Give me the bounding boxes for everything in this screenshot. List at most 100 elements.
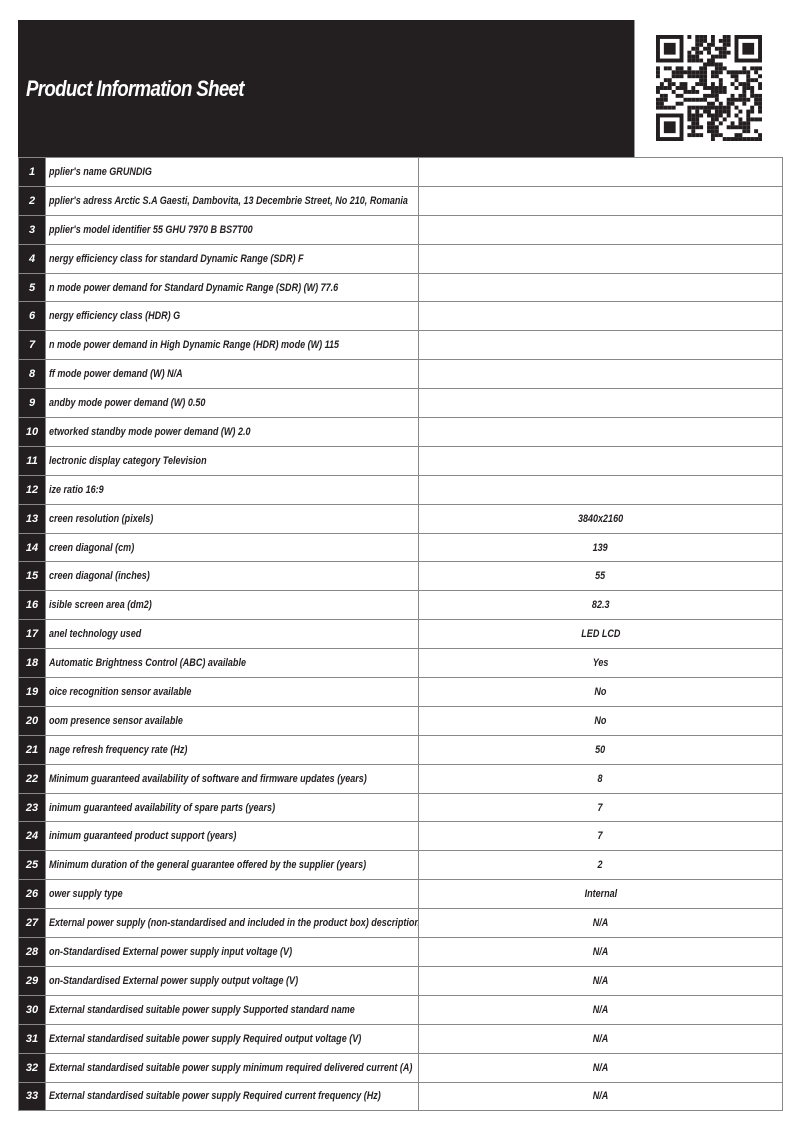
row-label-text: External standardised suitable power sup… [49, 1003, 355, 1016]
row-label: etworked standby mode power demand (W) 2… [45, 417, 419, 447]
row-number: 2 [18, 185, 46, 216]
row-number: 27 [18, 908, 46, 939]
table-row: 10 etworked standby mode power demand (W… [18, 417, 783, 447]
row-label-text: oom presence sensor available [49, 714, 183, 727]
row-label: External standardised suitable power sup… [45, 994, 419, 1025]
row-value [418, 388, 783, 419]
row-value-text: 55 [595, 570, 606, 583]
row-label-text: anel technology used [49, 628, 142, 641]
row-value [418, 445, 783, 476]
row-label: andby mode power demand (W) 0.50 [45, 388, 419, 419]
row-value-text: 50 [595, 743, 606, 756]
row-value-text: N/A [592, 1032, 609, 1045]
table-row: 15 creen diagonal (inches) 55 [18, 561, 783, 592]
row-value: Internal [418, 879, 783, 910]
info-table: 1 pplier's name GRUNDIG 2 pplier's adres… [18, 157, 783, 1112]
row-label: nergy efficiency class for standard Dyna… [45, 243, 419, 274]
row-value-text: N/A [592, 945, 609, 958]
row-label: anel technology used [45, 619, 419, 650]
row-number: 29 [18, 965, 46, 996]
row-label: Minimum guaranteed availability of softw… [45, 763, 419, 794]
row-label: isible screen area (dm2) [45, 590, 419, 621]
row-label: lectronic display category Television [45, 445, 419, 476]
row-label-text: External power supply (non-standardised … [49, 917, 419, 930]
table-row: 6 nergy efficiency class (HDR) G [18, 301, 783, 332]
row-label: nage refresh frequency rate (Hz) [45, 734, 419, 765]
row-value-text: N/A [592, 1003, 609, 1016]
table-row: 9 andby mode power demand (W) 0.50 [18, 388, 783, 419]
row-value: N/A [418, 937, 783, 967]
row-label: pplier's adress Arctic S.A Gaesti, Dambo… [45, 185, 419, 216]
row-value-text: 2 [597, 859, 604, 872]
row-label-text: External standardised suitable power sup… [49, 1032, 362, 1045]
row-value-text: 8 [597, 772, 604, 785]
row-label-text: ff mode power demand (W) N/A [49, 368, 183, 381]
row-value: Yes [418, 648, 783, 679]
row-label-text: pplier's model identifier 55 GHU 7970 B … [49, 223, 253, 236]
row-value: N/A [418, 908, 783, 939]
row-value-text: N/A [592, 917, 609, 930]
row-label-text: External standardised suitable power sup… [49, 1090, 381, 1103]
qr-code-icon [656, 35, 762, 141]
header: Product Information Sheet [18, 20, 783, 157]
row-number: 20 [18, 705, 46, 736]
table-row: 23 inimum guaranteed availability of spa… [18, 792, 783, 823]
row-label-text: inimum guaranteed product support (years… [49, 830, 237, 843]
table-row: 25 Minimum duration of the general guara… [18, 850, 783, 881]
table-row: 4 nergy efficiency class for standard Dy… [18, 243, 783, 274]
row-label: Minimum duration of the general guarante… [45, 850, 419, 881]
table-row: 13 creen resolution (pixels) 3840x2160 [18, 503, 783, 534]
table-row: 8 ff mode power demand (W) N/A [18, 359, 783, 390]
table-row: 7 n mode power demand in High Dynamic Ra… [18, 330, 783, 361]
row-number: 11 [18, 445, 46, 476]
table-row: 20 oom presence sensor available No [18, 705, 783, 736]
row-number: 6 [18, 301, 46, 332]
row-label-text: Automatic Brightness Control (ABC) avail… [49, 657, 246, 670]
row-value: No [418, 705, 783, 736]
table-row: 19 oice recognition sensor available No [18, 677, 783, 707]
row-label-text: lectronic display category Television [49, 454, 207, 467]
row-value: 55 [418, 561, 783, 592]
row-value: 2 [418, 850, 783, 881]
row-value [418, 359, 783, 390]
row-number: 16 [18, 590, 46, 621]
row-label: creen diagonal (inches) [45, 561, 419, 592]
row-value [418, 243, 783, 274]
row-label: pplier's model identifier 55 GHU 7970 B … [45, 214, 419, 245]
row-number: 3 [18, 214, 46, 245]
table-row: 11 lectronic display category Television [18, 445, 783, 476]
row-value: 7 [418, 792, 783, 823]
row-value: 50 [418, 734, 783, 765]
table-row: 31 External standardised suitable power … [18, 1023, 783, 1054]
row-label: on-Standardised External power supply ou… [45, 965, 419, 996]
row-label: nergy efficiency class (HDR) G [45, 301, 419, 332]
row-value-text: 7 [597, 801, 604, 814]
table-row: 3 pplier's model identifier 55 GHU 7970 … [18, 214, 783, 245]
row-label: ff mode power demand (W) N/A [45, 359, 419, 390]
row-value [418, 272, 783, 303]
table-row: 21 nage refresh frequency rate (Hz) 50 [18, 734, 783, 765]
row-label: External standardised suitable power sup… [45, 1081, 419, 1112]
table-row: 18 Automatic Brightness Control (ABC) av… [18, 648, 783, 679]
row-value: 8 [418, 763, 783, 794]
row-value: N/A [418, 1023, 783, 1054]
row-number: 31 [18, 1023, 46, 1054]
row-number: 19 [18, 677, 46, 707]
row-value-text: 139 [592, 541, 609, 554]
row-value: N/A [418, 994, 783, 1025]
row-value: N/A [418, 965, 783, 996]
row-number: 33 [18, 1081, 46, 1112]
page-title: Product Information Sheet [26, 76, 244, 101]
table-row: 29 on-Standardised External power supply… [18, 965, 783, 996]
row-value-text: Yes [592, 657, 609, 670]
row-number: 15 [18, 561, 46, 592]
row-number: 8 [18, 359, 46, 390]
row-label: External standardised suitable power sup… [45, 1023, 419, 1054]
table-row: 28 on-Standardised External power supply… [18, 937, 783, 967]
row-value [418, 157, 783, 187]
table-row: 12 ize ratio 16:9 [18, 474, 783, 505]
row-number: 24 [18, 821, 46, 852]
row-value-text: 3840x2160 [577, 512, 624, 525]
row-value-text: Internal [584, 888, 617, 901]
row-value-text: No [594, 714, 607, 727]
